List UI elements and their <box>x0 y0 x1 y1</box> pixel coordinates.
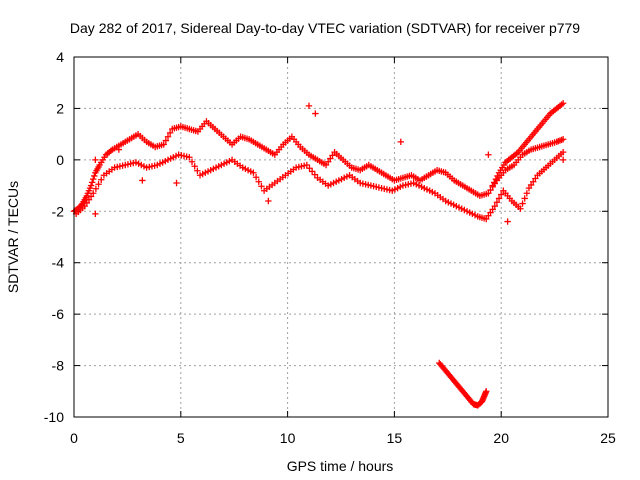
data-point <box>166 129 174 137</box>
chart-title: Day 282 of 2017, Sidereal Day-to-day VTE… <box>70 20 580 36</box>
data-point <box>87 182 95 189</box>
data-point <box>483 215 490 223</box>
data-point <box>491 179 498 186</box>
data-point <box>311 171 319 178</box>
data-point <box>525 184 533 192</box>
data-point <box>308 168 316 175</box>
data-point <box>255 178 262 185</box>
y-tick-label: -4 <box>52 255 65 271</box>
y-tick-label: -8 <box>52 358 65 374</box>
data-point <box>491 202 498 210</box>
data-point <box>485 151 492 158</box>
data-point <box>191 163 198 170</box>
plot-frame <box>73 56 609 418</box>
data-point <box>519 200 526 207</box>
data-point <box>489 206 496 213</box>
x-axis-label: GPS time / hours <box>287 458 394 474</box>
data-point <box>88 179 96 186</box>
y-tick-label: -10 <box>44 409 64 425</box>
data-point <box>188 158 196 165</box>
data-point <box>85 196 93 203</box>
data-point <box>95 181 102 188</box>
x-tick-label: 15 <box>387 430 403 446</box>
x-tick-label: 20 <box>493 430 509 446</box>
data-point <box>87 193 95 200</box>
data-point <box>252 174 260 181</box>
data-point <box>160 141 167 148</box>
data-point <box>258 183 265 190</box>
data-point <box>194 167 201 174</box>
x-tick-label: 25 <box>600 430 616 446</box>
data-point <box>559 156 567 164</box>
data-point <box>327 155 334 162</box>
data-point <box>324 158 332 165</box>
data-point <box>485 212 492 219</box>
data-point <box>265 197 272 205</box>
data-point <box>487 186 494 194</box>
data-point <box>305 102 313 110</box>
data-point <box>498 191 505 198</box>
data-point <box>485 190 492 197</box>
data-point <box>98 176 105 183</box>
data-point <box>83 199 91 207</box>
data-point <box>559 148 567 156</box>
data-point <box>494 172 501 180</box>
data-point <box>78 201 85 209</box>
data-point <box>250 169 257 176</box>
data-point <box>523 190 531 197</box>
grid-lines <box>74 57 608 417</box>
data-point <box>559 136 567 143</box>
data-point <box>530 178 537 185</box>
x-tick-label: 0 <box>70 430 78 446</box>
data-points <box>70 100 567 409</box>
data-point <box>312 110 319 117</box>
x-tick-label: 10 <box>280 430 296 446</box>
y-tick-label: 0 <box>56 152 64 168</box>
data-point <box>90 175 97 183</box>
data-point <box>517 205 524 212</box>
data-point <box>493 199 501 206</box>
y-tick-label: 2 <box>56 100 64 116</box>
data-point <box>115 146 123 153</box>
x-tick-label: 5 <box>177 430 185 446</box>
data-point <box>397 138 405 146</box>
data-point <box>186 154 193 161</box>
data-point <box>92 185 100 192</box>
data-point <box>521 195 528 202</box>
data-point <box>92 210 99 218</box>
data-point <box>487 209 494 216</box>
data-point <box>483 388 490 395</box>
y-tick-label: 4 <box>56 49 64 65</box>
data-point <box>91 172 98 180</box>
data-point <box>306 165 313 172</box>
data-point <box>527 181 535 189</box>
data-point <box>139 177 146 184</box>
y-tick-label: -2 <box>52 203 65 219</box>
data-point <box>504 218 511 225</box>
y-axis-label: SDTVAR / TECUs <box>5 181 21 293</box>
data-point <box>322 161 330 169</box>
data-point <box>303 161 311 169</box>
data-point <box>92 156 99 164</box>
data-point <box>329 152 336 159</box>
data-point <box>164 133 172 140</box>
data-point <box>559 100 567 107</box>
y-tick-label: -6 <box>52 306 65 322</box>
data-point <box>90 190 97 197</box>
data-point <box>532 175 539 182</box>
data-point <box>495 195 503 202</box>
axis-ticks: 0 5 10 15 20 25 -10 -8 -6 -4 -2 0 2 4 <box>44 49 616 446</box>
data-point <box>162 137 170 144</box>
data-point <box>492 175 500 183</box>
data-point <box>489 182 496 189</box>
data-point <box>81 202 88 210</box>
data-point <box>173 179 180 187</box>
